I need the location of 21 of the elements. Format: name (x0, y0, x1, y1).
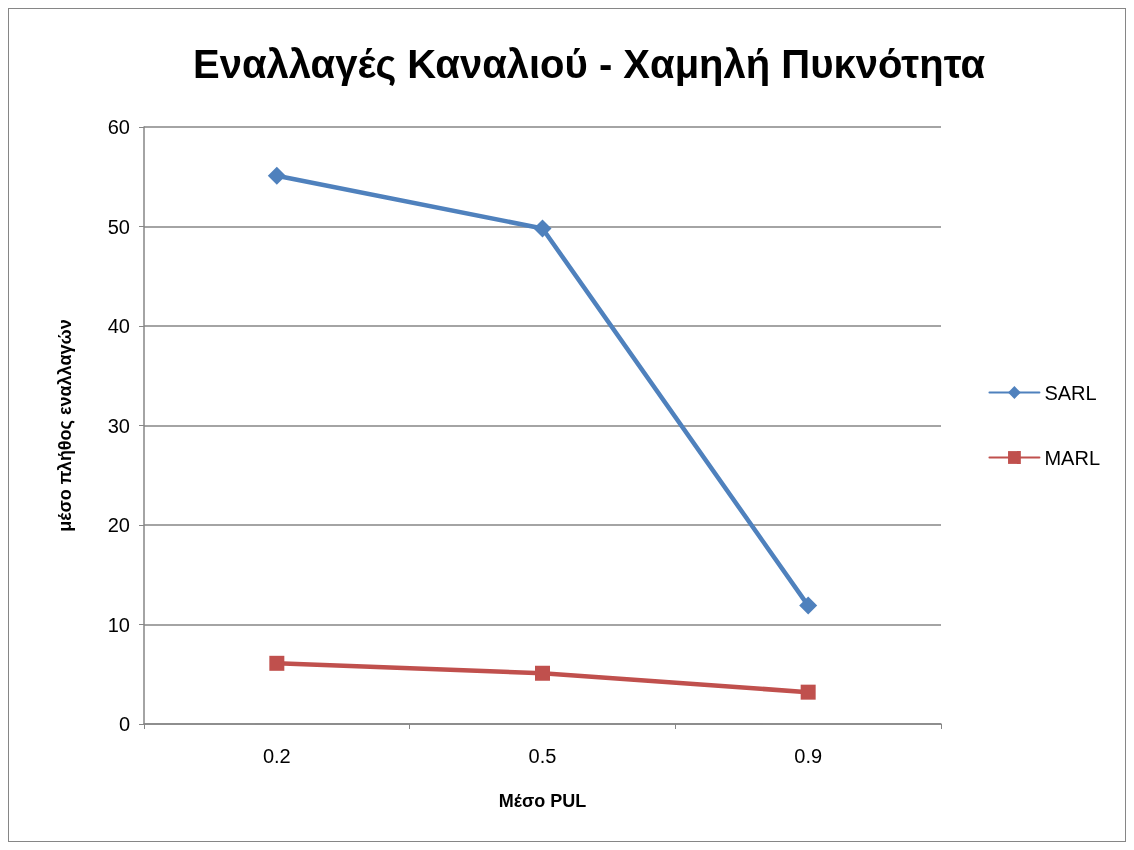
point (269, 655, 285, 671)
y-tick-label: 30 (107, 414, 130, 437)
y-tick-label: 60 (107, 116, 130, 138)
point (535, 665, 550, 681)
legend-label: MARL (1044, 446, 1101, 469)
x-axis-title: Μέσο PUL (498, 791, 587, 811)
y-tick-label: 40 (107, 315, 130, 337)
point (799, 596, 818, 615)
point (267, 166, 286, 185)
y-tick-label: 0 (118, 713, 130, 735)
point (800, 684, 816, 700)
y-tick-label: 20 (107, 514, 130, 536)
x-tick-label: 0.5 (528, 745, 557, 767)
x-tick-label: 0.2 (262, 745, 291, 767)
x-tick-label: 0.9 (794, 745, 823, 767)
y-tick-label: 50 (107, 215, 130, 238)
chart-title: Εναλλαγές Καναλιού - Χαμηλή Πυκνότητα (193, 42, 986, 87)
y-axis-title: μέσο πλήθος εναλλαγών (55, 319, 75, 532)
point (533, 219, 552, 238)
y-tick-label: 10 (107, 613, 130, 636)
legend-label: SARL (1044, 381, 1097, 404)
